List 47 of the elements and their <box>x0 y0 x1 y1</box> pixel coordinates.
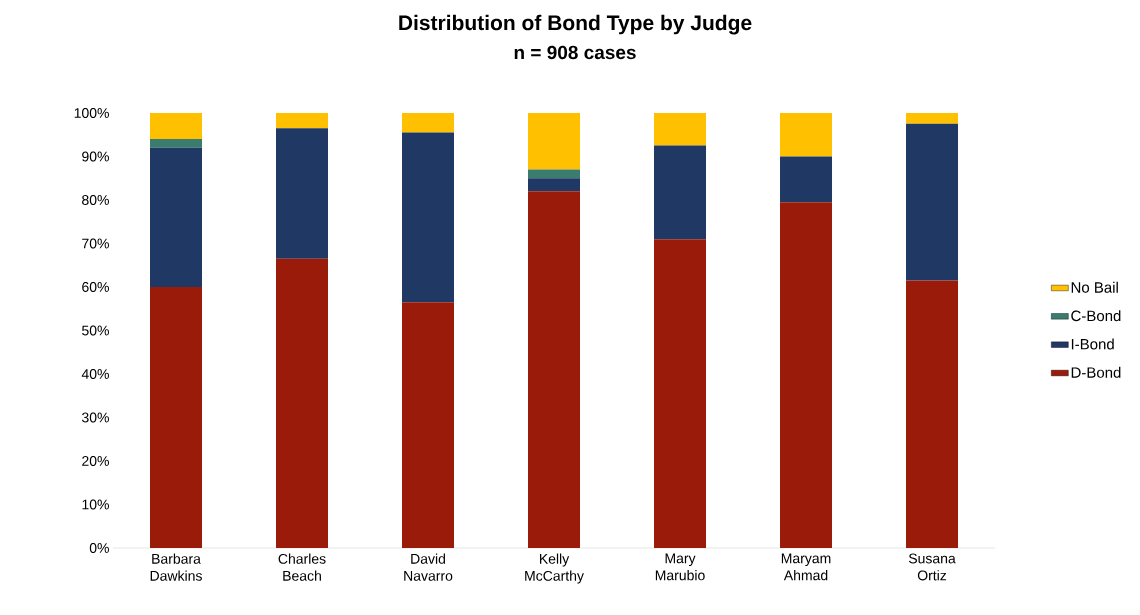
x-tick-label: Charles Beach <box>278 553 326 581</box>
legend-label: I-Bond <box>1071 338 1114 350</box>
bar <box>906 280 959 548</box>
bar <box>276 128 328 259</box>
y-tick-label: 10% <box>82 499 109 510</box>
y-tick-label: 0% <box>89 543 109 553</box>
bar <box>528 113 581 170</box>
legend-label: D-Bond <box>1071 366 1121 378</box>
legend-label: No Bail <box>1071 281 1118 293</box>
chart-subtitle: n = 908 cases <box>514 45 636 60</box>
x-tick-label: Kelly McCarthy <box>525 553 584 584</box>
bar <box>780 113 833 157</box>
y-tick-label: 40% <box>81 369 109 379</box>
chart-title: Distribution of Bond Type by Judge <box>399 14 752 35</box>
bar <box>654 239 707 548</box>
bar <box>150 113 202 140</box>
y-tick-label: 100% <box>74 108 109 118</box>
x-tick-label: Barbara Dawkins <box>150 553 202 581</box>
bar <box>906 123 959 281</box>
bar <box>276 113 328 129</box>
bar <box>402 302 454 548</box>
y-tick-label: 90% <box>82 151 109 162</box>
x-tick-label: Susana Ortiz <box>908 553 956 581</box>
x-tick-label: Mary Marubio <box>655 553 705 581</box>
bar <box>906 113 959 124</box>
bar <box>528 169 581 179</box>
y-tick-label: 60% <box>82 282 109 292</box>
y-tick-label: 30% <box>81 412 109 423</box>
y-tick-label: 70% <box>82 238 109 249</box>
legend-label: C-Bond <box>1071 310 1121 322</box>
y-tick-label: 80% <box>82 195 109 205</box>
bar <box>654 145 707 240</box>
bar <box>150 147 202 287</box>
y-tick-label: 50% <box>82 325 109 336</box>
bar <box>402 132 454 303</box>
bar <box>402 113 454 133</box>
bar <box>528 178 581 192</box>
bar <box>654 113 707 146</box>
bar <box>276 258 328 548</box>
y-tick-label: 20% <box>82 456 109 466</box>
bar <box>150 139 202 148</box>
x-tick-label: Maryam Ahmad <box>781 553 831 581</box>
bar <box>780 156 833 203</box>
bar <box>150 287 202 548</box>
bar <box>528 191 581 548</box>
x-tick-label: David Navarro <box>404 553 453 581</box>
bar <box>780 202 833 548</box>
